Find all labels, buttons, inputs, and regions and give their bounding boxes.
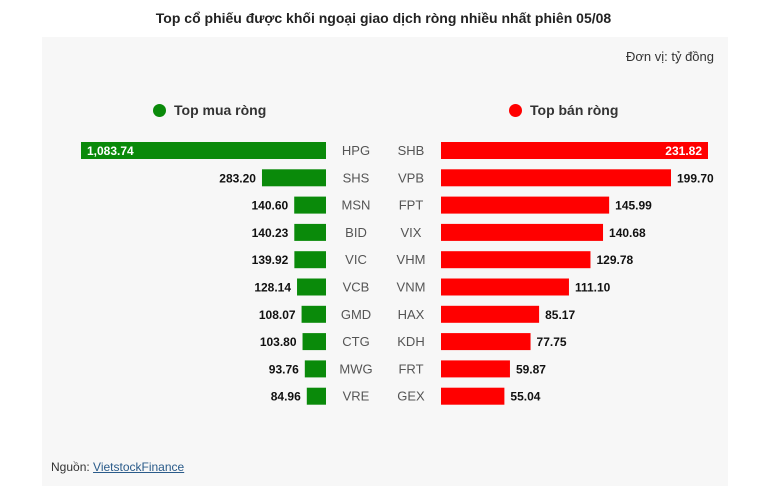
buy-value-label: 93.76 [269,362,299,376]
buy-value-label: 140.23 [252,226,289,240]
buy-ticker-label: VIC [345,252,367,267]
buy-value-label: 140.60 [252,199,289,213]
sell-value-label: 55.04 [510,390,540,404]
sell-ticker-label: HAX [398,307,425,322]
buy-ticker-label: VRE [343,389,370,404]
buy-bar-ctg [302,333,326,351]
buy-ticker-label: VCB [343,280,370,295]
sell-bar-kdh [441,333,531,351]
sell-value-label: 140.68 [609,226,646,240]
sell-bar-hax [441,305,540,323]
legend-buy-dot [153,103,166,117]
sell-ticker-label: GEX [397,389,425,404]
sell-bar-vnm [441,278,569,296]
sell-value-label: 231.82 [665,144,702,158]
sell-ticker-label: FRT [398,361,423,376]
sell-ticker-label: VNM [397,280,426,295]
sell-bar-shb [441,142,708,159]
buy-value-label: 283.20 [219,171,256,185]
sell-ticker-label: KDH [397,334,424,349]
buy-ticker-label: BID [345,225,367,240]
buy-ticker-label: GMD [341,307,371,322]
sell-value-label: 199.70 [677,171,714,185]
source-link[interactable]: VietstockFinance [93,460,185,474]
chart-title: Top cổ phiếu được khối ngoại giao dịch r… [155,10,612,26]
buy-bar-msn [294,196,326,214]
sell-value-label: 77.75 [537,335,567,349]
legend-buy-label: Top mua ròng [174,102,267,118]
sell-bar-frt [441,360,510,378]
buy-bar-hpg [81,142,326,159]
buy-bar-bid [294,223,326,241]
source-prefix: Nguồn: [51,460,94,474]
legend-buy: Top mua ròng [153,102,266,118]
legend-sell-label: Top bán ròng [530,102,619,118]
buy-ticker-label: CTG [342,334,369,349]
buy-value-label: 128.14 [254,281,291,295]
buy-value-label: 1,083.74 [87,144,134,158]
sell-ticker-label: VPB [398,170,424,185]
sell-bar-vhm [441,251,591,269]
sell-ticker-label: VHM [397,252,426,267]
buy-value-label: 139.92 [252,253,289,267]
buy-value-label: 108.07 [259,308,296,322]
buy-value-label: 103.80 [260,335,297,349]
buy-bar-vic [294,251,326,269]
sell-ticker-label: SHB [398,143,425,158]
buy-bar-mwg [304,360,326,378]
sell-ticker-label: VIX [401,225,422,240]
sell-bar-vix [441,223,604,241]
unit-label: Đơn vị: tỷ đồng [625,49,714,64]
buy-ticker-label: SHS [343,170,370,185]
buy-bar-gmd [301,305,326,323]
sell-value-label: 129.78 [596,253,633,267]
sell-value-label: 59.87 [516,362,546,376]
buy-ticker-label: HPG [342,143,370,158]
legend-sell: Top bán ròng [509,102,618,118]
sell-ticker-label: FPT [399,198,424,213]
sell-value-label: 85.17 [545,308,575,322]
sell-bar-gex [441,387,505,405]
buy-ticker-label: MSN [342,198,371,213]
buy-ticker-label: MWG [339,361,372,376]
buy-bar-shs [261,169,326,187]
sell-bar-vpb [441,169,672,187]
source-note: Nguồn: VietstockFinance [51,460,184,474]
legend-sell-dot [509,103,522,117]
sell-value-label: 145.99 [615,199,652,213]
sell-value-label: 111.10 [575,281,611,295]
buy-bar-vcb [297,278,326,296]
buy-bar-vre [306,387,326,405]
buy-value-label: 84.96 [271,390,301,404]
chart-panel: Đơn vị: tỷ đồng Top mua ròng Top bán ròn… [42,37,728,486]
sell-bar-fpt [441,196,610,214]
